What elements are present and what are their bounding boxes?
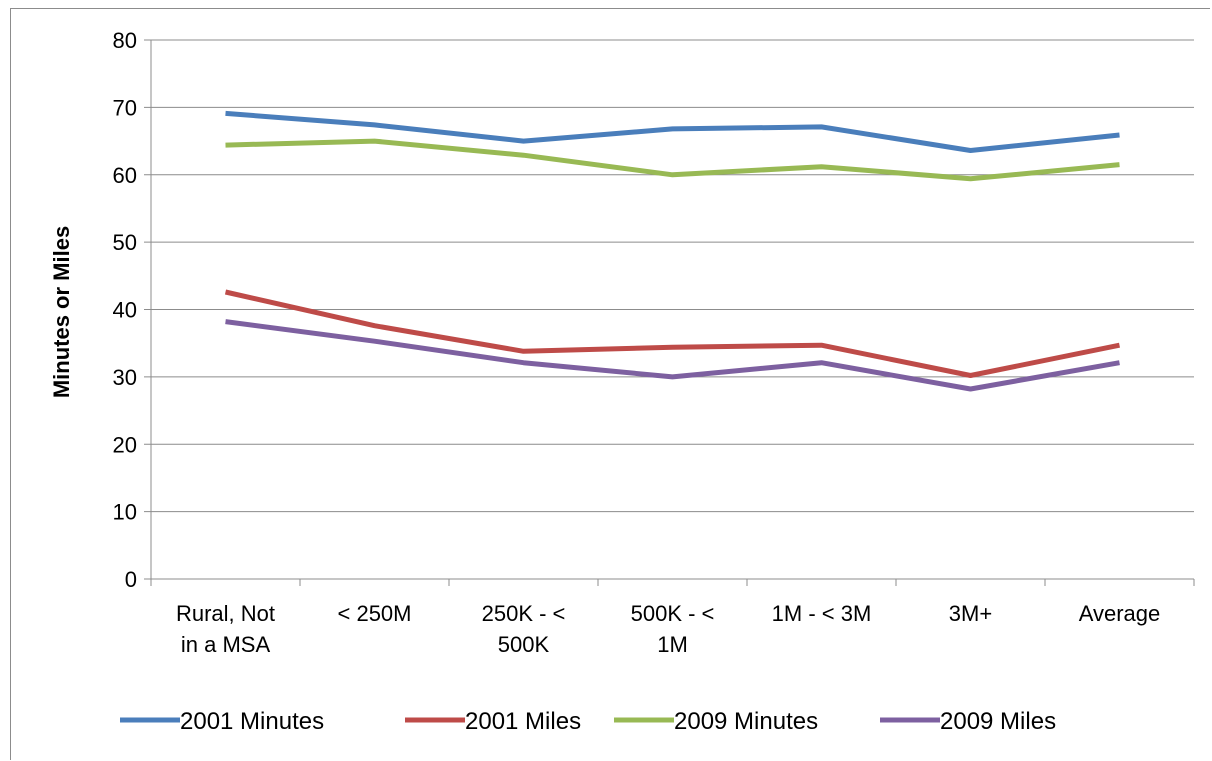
legend-item: 2001 Miles [405,708,581,735]
x-tick-label: Rural, Not in a MSA [176,601,275,657]
y-tick-label: 60 [113,163,137,188]
x-tick-label-line: 500K [498,632,550,657]
series-line-2001-minutes [225,110,1120,153]
x-tick-label-line: 1M - < 3M [772,601,872,626]
y-axis-label: Minutes or Miles [49,226,74,398]
x-tick-label: 3M+ [949,601,992,626]
x-tick-label-line: in a MSA [181,632,271,657]
y-tick-label: 70 [113,95,137,120]
y-tick-label: 0 [125,567,137,592]
legend-label: 2001 Miles [465,708,581,735]
x-tick-label: Average [1079,601,1161,626]
legend-item: 2009 Minutes [614,708,818,735]
y-tick-label: 30 [113,365,137,390]
y-tick-label: 20 [113,432,137,457]
series-line-2009-miles [225,319,1120,392]
x-tick-label: < 250M [338,601,412,626]
x-tick-label-line: 1M [657,632,688,657]
chart-frame [10,8,1210,760]
y-tick-label: 80 [113,28,137,53]
series-line-2001-miles [224,289,1120,378]
x-tick-label-line: < 250M [338,601,412,626]
x-tick-label: 500K - < 1M [631,601,715,657]
x-tick-labels: Rural, Not in a MSA < 250M 250K - < 500K 500K… [176,601,1160,657]
legend-label: 2009 Minutes [674,708,818,735]
legend-item: 2001 Minutes [120,708,324,735]
series-line-2009-minutes [225,138,1120,182]
legend-label: 2001 Minutes [180,708,324,735]
legend-label: 2009 Miles [940,708,1056,735]
y-tick-label: 50 [113,230,137,255]
x-tick-label: 250K - < 500K [482,601,566,657]
y-tick-label: 10 [113,500,137,525]
x-tick-label: 1M - < 3M [772,601,872,626]
x-tick-label-line: 3M+ [949,601,992,626]
legend-item: 2009 Miles [880,708,1056,735]
series-lines [224,110,1120,392]
axes [144,39,1195,586]
x-tick-label-line: Average [1079,601,1161,626]
y-tick-labels: 0 10 20 30 40 50 60 70 80 [113,28,137,592]
y-tick-label: 40 [113,298,137,323]
x-tick-label-line: 250K - < [482,601,566,626]
x-tick-label-line: Rural, Not [176,601,275,626]
grid-lines [151,39,1194,513]
x-tick-label-line: 500K - < [631,601,715,626]
legend: 2001 Minutes 2001 Miles 2009 Minutes 2009 M… [120,708,1056,735]
